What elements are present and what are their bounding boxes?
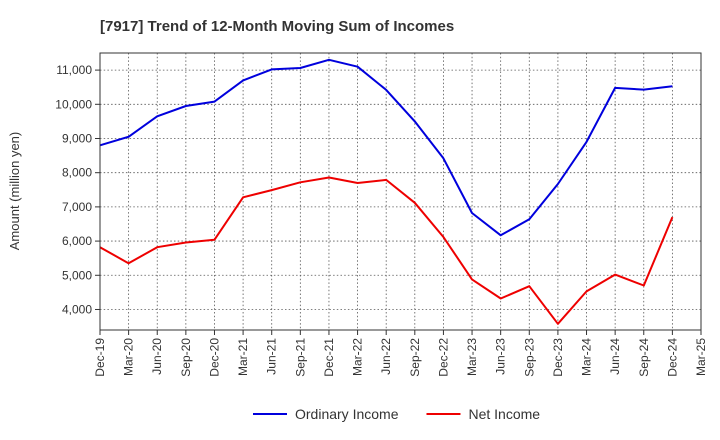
x-tick-label: Jun-24 [608,338,622,375]
chart-title: [7917] Trend of 12-Month Moving Sum of I… [100,18,454,35]
x-tick-label: Sep-20 [179,338,193,377]
x-tick-label: Dec-21 [322,338,336,377]
y-tick-label: 8,000 [62,166,92,180]
x-tick-label: Sep-24 [637,338,651,377]
legend: Ordinary Income Net Income [253,406,540,422]
x-tick-label: Dec-20 [207,338,221,377]
y-tick-label: 7,000 [62,200,92,214]
y-axis-ticks: 4,000 5,000 6,000 7,000 8,000 9,000 10,000 11,0… [55,63,100,316]
x-tick-label: Dec-19 [93,338,107,377]
plot-frame [99,52,702,331]
x-tick-label: Sep-22 [408,338,422,377]
legend-label-net-income: Net Income [468,406,540,422]
x-tick-label: Mar-22 [351,338,365,376]
y-tick-label: 6,000 [62,234,92,248]
x-tick-label: Jun-23 [494,338,508,375]
x-tick-label: Jun-21 [265,338,279,375]
x-tick-label: Mar-24 [580,338,594,376]
y-tick-label: 4,000 [62,302,92,316]
x-tick-label: Dec-22 [436,338,450,377]
y-tick-label: 11,000 [56,63,92,77]
x-tick-label: Sep-21 [293,338,307,377]
x-tick-label: Dec-23 [551,338,565,377]
series-line-ordinary-income [99,58,673,237]
y-axis-label: Amount (million yen) [7,132,22,251]
x-tick-label: Mar-20 [122,338,136,376]
y-tick-label: 5,000 [62,268,92,282]
legend-label-ordinary-income: Ordinary Income [295,406,399,422]
x-tick-label: Mar-21 [236,338,250,376]
x-tick-label: Jun-20 [150,338,164,375]
x-tick-label: Mar-25 [694,338,708,376]
x-tick-label: Mar-23 [465,338,479,376]
series-line-net-income [99,176,674,325]
x-tick-label: Dec-24 [665,338,679,377]
y-tick-label: 10,000 [55,97,92,111]
series-lines [99,58,674,325]
x-tick-label: Sep-23 [522,338,536,377]
x-tick-label: Jun-22 [379,338,393,375]
y-tick-label: 9,000 [62,131,92,145]
x-axis-ticks: Dec-19 Mar-20 Jun-20 Sep-20 Dec-20 Mar-21 Jun-… [93,330,708,377]
